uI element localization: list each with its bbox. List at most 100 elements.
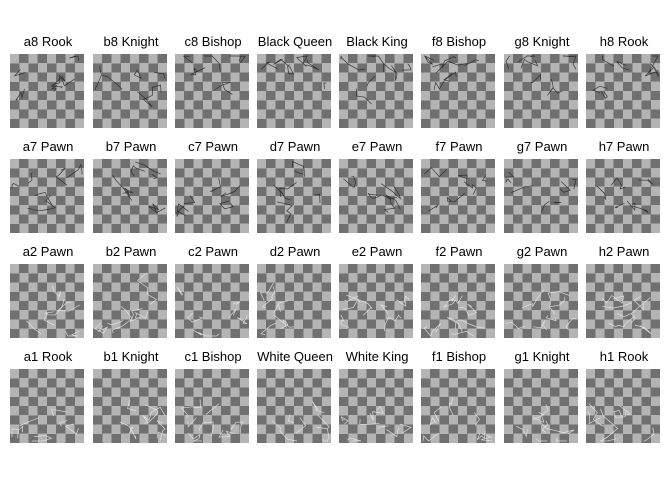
piece-thumbnail[interactable] bbox=[421, 54, 495, 128]
piece-thumbnail[interactable] bbox=[339, 159, 413, 233]
piece-thumbnail[interactable] bbox=[10, 264, 84, 338]
piece-label: d7 Pawn bbox=[269, 139, 321, 154]
piece-thumbnail[interactable] bbox=[93, 369, 167, 443]
piece-cell[interactable]: f7 Pawn bbox=[421, 139, 497, 233]
piece-label: h2 Pawn bbox=[598, 244, 650, 259]
piece-cell[interactable]: White King bbox=[339, 349, 415, 443]
piece-label: c2 Pawn bbox=[188, 244, 238, 259]
faint-sketch-strokes bbox=[587, 403, 655, 442]
piece-cell[interactable]: d2 Pawn bbox=[257, 244, 333, 338]
piece-cell[interactable]: d7 Pawn bbox=[257, 139, 333, 233]
piece-label: b1 Knight bbox=[103, 349, 159, 364]
piece-cell[interactable]: a7 Pawn bbox=[10, 139, 86, 233]
faint-sketch-strokes bbox=[119, 399, 166, 441]
piece-label: e2 Pawn bbox=[351, 244, 403, 259]
piece-cell[interactable]: f8 Bishop bbox=[421, 34, 497, 128]
faint-sketch-strokes bbox=[259, 282, 295, 336]
piece-label: a7 Pawn bbox=[22, 139, 74, 154]
piece-cell[interactable]: a2 Pawn bbox=[10, 244, 86, 338]
piece-thumbnail[interactable] bbox=[93, 159, 167, 233]
piece-cell[interactable]: Black Queen bbox=[257, 34, 333, 128]
faint-sketch-strokes bbox=[596, 177, 655, 213]
faint-sketch-strokes bbox=[94, 272, 158, 334]
piece-label: b7 Pawn bbox=[105, 139, 157, 154]
piece-thumbnail[interactable] bbox=[504, 369, 578, 443]
piece-thumbnail[interactable] bbox=[339, 54, 413, 128]
faint-sketch-strokes bbox=[505, 289, 577, 331]
piece-thumbnail[interactable] bbox=[586, 54, 660, 128]
piece-label: c8 Bishop bbox=[184, 34, 242, 49]
piece-thumbnail[interactable] bbox=[421, 264, 495, 338]
piece-cell[interactable]: f2 Pawn bbox=[421, 244, 497, 338]
piece-label: h1 Rook bbox=[599, 349, 649, 364]
piece-label: a1 Rook bbox=[23, 349, 73, 364]
piece-thumbnail[interactable] bbox=[257, 54, 331, 128]
piece-label: g7 Pawn bbox=[516, 139, 568, 154]
piece-thumbnail[interactable] bbox=[586, 369, 660, 443]
faint-sketch-strokes bbox=[272, 401, 330, 442]
piece-thumbnail[interactable] bbox=[257, 159, 331, 233]
piece-thumbnail[interactable] bbox=[93, 54, 167, 128]
faint-sketch-strokes bbox=[601, 295, 652, 335]
piece-cell[interactable]: a8 Rook bbox=[10, 34, 86, 128]
piece-thumbnail[interactable] bbox=[504, 54, 578, 128]
piece-thumbnail[interactable] bbox=[175, 264, 249, 338]
piece-cell[interactable]: c8 Bishop bbox=[175, 34, 251, 128]
faint-sketch-strokes bbox=[422, 396, 493, 442]
faint-sketch-strokes bbox=[180, 399, 244, 442]
piece-thumbnail[interactable] bbox=[586, 264, 660, 338]
faint-sketch-strokes bbox=[505, 55, 577, 96]
piece-cell[interactable]: g2 Pawn bbox=[504, 244, 580, 338]
piece-cell[interactable]: h2 Pawn bbox=[586, 244, 662, 338]
piece-cell[interactable]: Black King bbox=[339, 34, 415, 128]
piece-thumbnail[interactable] bbox=[10, 159, 84, 233]
piece-label: c7 Pawn bbox=[188, 139, 238, 154]
piece-thumbnail[interactable] bbox=[10, 54, 84, 128]
piece-thumbnail[interactable] bbox=[421, 369, 495, 443]
piece-cell[interactable]: c7 Pawn bbox=[175, 139, 251, 233]
piece-thumbnail[interactable] bbox=[175, 159, 249, 233]
piece-thumbnail[interactable] bbox=[421, 159, 495, 233]
piece-label: a2 Pawn bbox=[22, 244, 74, 259]
piece-cell[interactable]: f1 Bishop bbox=[421, 349, 497, 443]
piece-cell[interactable]: a1 Rook bbox=[10, 349, 86, 443]
faint-sketch-strokes bbox=[11, 408, 79, 442]
piece-thumbnail[interactable] bbox=[175, 54, 249, 128]
piece-label: f1 Bishop bbox=[431, 349, 487, 364]
piece-label: White Queen bbox=[257, 349, 333, 364]
piece-cell[interactable]: g8 Knight bbox=[504, 34, 580, 128]
piece-thumbnail[interactable] bbox=[10, 369, 84, 443]
piece-label: e7 Pawn bbox=[351, 139, 403, 154]
piece-thumbnail[interactable] bbox=[339, 264, 413, 338]
piece-cell[interactable]: White Queen bbox=[257, 349, 333, 443]
piece-cell[interactable]: c1 Bishop bbox=[175, 349, 251, 443]
piece-cell[interactable]: e2 Pawn bbox=[339, 244, 415, 338]
piece-thumbnail[interactable] bbox=[586, 159, 660, 233]
piece-cell[interactable]: g7 Pawn bbox=[504, 139, 580, 233]
faint-sketch-strokes bbox=[505, 172, 577, 213]
piece-cell[interactable]: c2 Pawn bbox=[175, 244, 251, 338]
piece-label: g2 Pawn bbox=[516, 244, 568, 259]
piece-thumbnail[interactable] bbox=[93, 264, 167, 338]
piece-cell[interactable]: b1 Knight bbox=[93, 349, 169, 443]
piece-cell[interactable]: b7 Pawn bbox=[93, 139, 169, 233]
piece-cell[interactable]: e7 Pawn bbox=[339, 139, 415, 233]
piece-thumbnail[interactable] bbox=[257, 264, 331, 338]
faint-sketch-strokes bbox=[340, 294, 410, 332]
piece-cell[interactable]: h8 Rook bbox=[586, 34, 662, 128]
piece-thumbnail[interactable] bbox=[175, 369, 249, 443]
faint-sketch-strokes bbox=[343, 175, 402, 213]
faint-sketch-strokes bbox=[182, 55, 246, 95]
piece-cell[interactable]: h1 Rook bbox=[586, 349, 662, 443]
piece-label: f8 Bishop bbox=[431, 34, 487, 49]
faint-sketch-strokes bbox=[176, 178, 241, 217]
piece-cell[interactable]: g1 Knight bbox=[504, 349, 580, 443]
piece-cell[interactable]: b8 Knight bbox=[93, 34, 169, 128]
piece-thumbnail[interactable] bbox=[257, 369, 331, 443]
piece-thumbnail[interactable] bbox=[504, 159, 578, 233]
piece-cell[interactable]: b2 Pawn bbox=[93, 244, 169, 338]
piece-label: d2 Pawn bbox=[269, 244, 321, 259]
piece-thumbnail[interactable] bbox=[504, 264, 578, 338]
piece-cell[interactable]: h7 Pawn bbox=[586, 139, 662, 233]
piece-thumbnail[interactable] bbox=[339, 369, 413, 443]
